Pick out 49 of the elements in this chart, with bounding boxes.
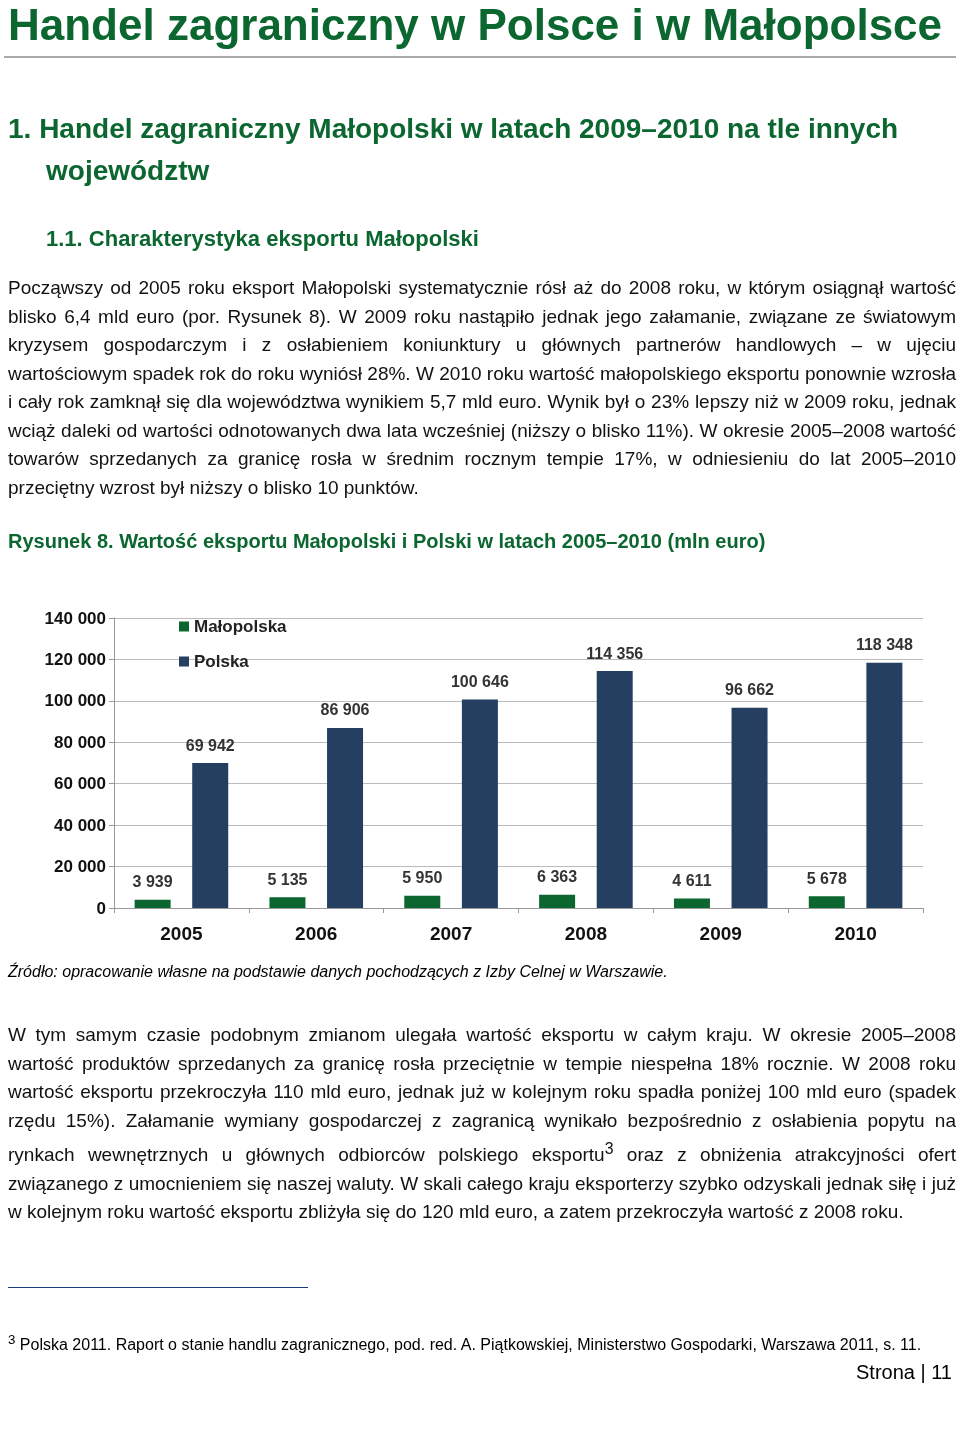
data-label: 86 906 [320,701,370,719]
x-tick-label: 2005 [160,923,203,944]
bar [327,727,364,908]
text: Strona | 11 [855,1361,952,1385]
y-tick-label: 40 000 [54,815,106,835]
text: 1. Handel zagraniczny Małopolski w latach 2009–2010 na tle innych województw [8,112,900,188]
data-label: 69 942 [185,736,235,754]
legend-label: Polska [194,652,250,671]
data-label: 118 348 [855,636,913,654]
text: Źródło: opracowanie własne na podstawie danych pochodzących z Izby Celnej w Warszawie. [8,963,669,981]
data-label: 5 678 [806,869,847,887]
data-label: 100 646 [450,673,509,691]
data-label: 114 356 [586,644,644,662]
y-tick-label: 100 000 [44,691,106,711]
bar [596,671,633,908]
y-tick-label: 20 000 [54,857,106,877]
x-tick-label: 2007 [429,923,473,944]
data-label: 4 611 [672,871,712,889]
bar [192,763,229,908]
x-tick-label: 2008 [564,923,608,944]
chart-subtitle: Rysunek 8. Wartość eksportu Małopolski i Polski w latach 2005–2010 (mln euro) [8,530,767,553]
data-label: 6 363 [537,868,578,886]
data-label: 5 135 [267,870,308,888]
x-tick-label: 2010 [834,923,877,944]
text: 1.1. Charakterystyka eksportu Małopolski [46,226,480,252]
y-tick-label: 80 000 [54,732,106,752]
legend-label: Małopolska [194,617,288,636]
text: Począwszy od 2005 roku eksport Małopolski systematycznie rósł aż do 2008 roku, w którym osiągnął wartość blisko 6,4 mld euro (por. Rysunek 8). W 2009 roku nastąpiło jednak jego załamanie, związane ze światowym kryzysem gospodarczym i z osłabieniem koniunktury u głównych partnerów handlowych – w ujęciu wartościowym spadek rok do roku wyniósł 28%. W 2010 roku wartość małopolskiego eksportu ponownie wzrosła i cały rok zamknął się dla województwa wynikiem 5,7 mld euro. Wynik był o 23% lepszy niż w 2009 roku, jednak wciąż daleki od wartości odnotowanych dwa lata wcześniej (niższy o blisko 11%). W okresie 2005–2008 wartość towarów sprzedanych za granicę rosła w średnim rocznym tempie 17%, w odniesieniu do lat 2005–2010 przeciętny wzrost był niższy o blisko 10 punktów. [8,276,956,500]
bar [731,707,768,908]
x-tick-label: 2009 [699,923,742,944]
bar [539,894,576,908]
bar [866,662,903,908]
x-tick-label: 2006 [295,923,338,944]
chart-title: Handel zagraniczny w Polsce i w Małopolsce [4,0,956,58]
data-label: 96 662 [725,681,775,699]
bar [134,899,171,908]
bar [808,896,845,908]
y-tick-label: 140 000 [44,608,106,628]
data-label: 5 950 [402,869,443,887]
y-tick-label: 60 000 [54,774,106,794]
y-tick-label: 120 000 [44,649,106,669]
bar [673,898,710,908]
y-tick-label: 0 [96,898,106,918]
text: W tym samym czasie podobnym zmianom ulegała wartość eksportu w całym kraju. W okresie 2005–2008 wartość produktów sprzedanych za granicę rosła przeciętnie w tempie niespełna 18% rocznie. W 2008 roku wartość eksportu przekroczyła 110 mld euro, jednak już w kolejnym roku spadła poniżej 100 mld euro (spadek rzędu 15%). Załamanie wymiany gospodarczej z zagranicą wynikało bezpośrednio z osłabienia popytu na rynkach wewnętrznych u głównych odbiorców polskiego eksportu$^{3}$ oraz z obniżenia atrakcyjności ofert związanego z umocnieniem się naszej waluty. W skali całego kraju eksporterzy szybko odzyskali jednak siłę i już w kolejnym roku wartość eksportu zbliżyła się do 120 mld euro, a zatem przekroczyła wartość z 2008 roku. [8,1024,956,1223]
text: $^{3}$ Polska 2011. Raport o stanie handlu zagranicznego, pod. red. A. Piątkowskiej, Ministerstwo Gospodarki, Warszawa 2011, s. 11. [8,1330,923,1356]
data-label: 3 939 [132,873,173,891]
bar [404,895,441,908]
bar [461,699,498,908]
bar [269,897,306,908]
